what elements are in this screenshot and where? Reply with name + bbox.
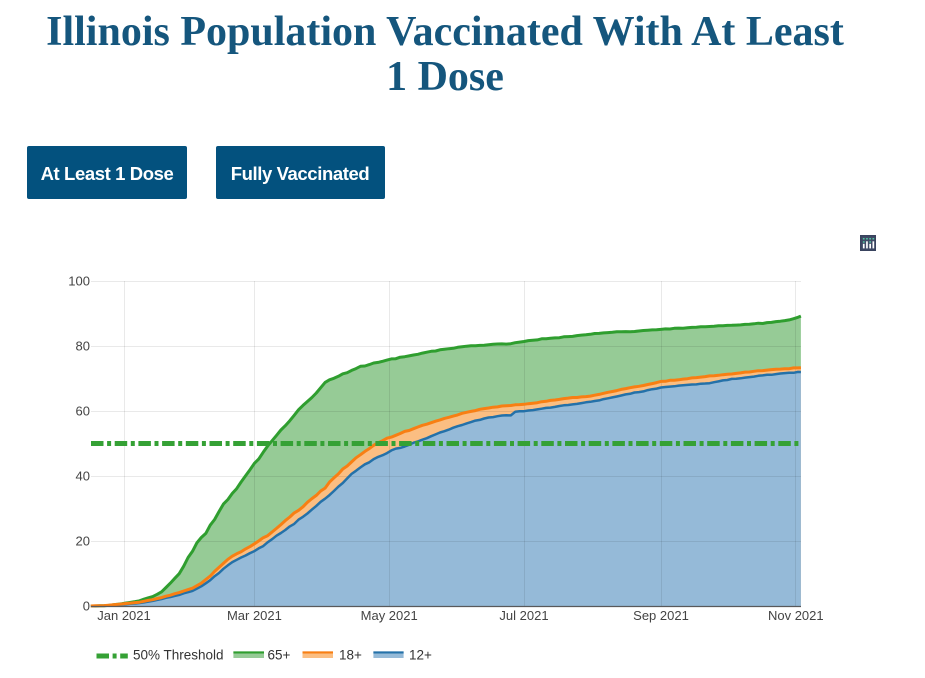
svg-text:May 2021: May 2021	[361, 608, 418, 623]
svg-text:20: 20	[76, 533, 90, 548]
svg-text:Sep 2021: Sep 2021	[633, 608, 689, 623]
svg-text:Nov 2021: Nov 2021	[768, 608, 824, 623]
svg-text:80: 80	[76, 338, 90, 353]
svg-text:0: 0	[83, 598, 90, 613]
svg-text:50% Threshold: 50% Threshold	[133, 648, 224, 663]
svg-text:40: 40	[76, 468, 90, 483]
svg-text:65+: 65+	[268, 648, 291, 663]
svg-text:Mar 2021: Mar 2021	[227, 608, 282, 623]
svg-text:Jul 2021: Jul 2021	[499, 608, 548, 623]
svg-text:12+: 12+	[409, 648, 432, 663]
svg-text:18+: 18+	[339, 648, 362, 663]
svg-text:100: 100	[68, 273, 90, 288]
svg-text:Jan 2021: Jan 2021	[97, 608, 151, 623]
svg-text:60: 60	[76, 403, 90, 418]
